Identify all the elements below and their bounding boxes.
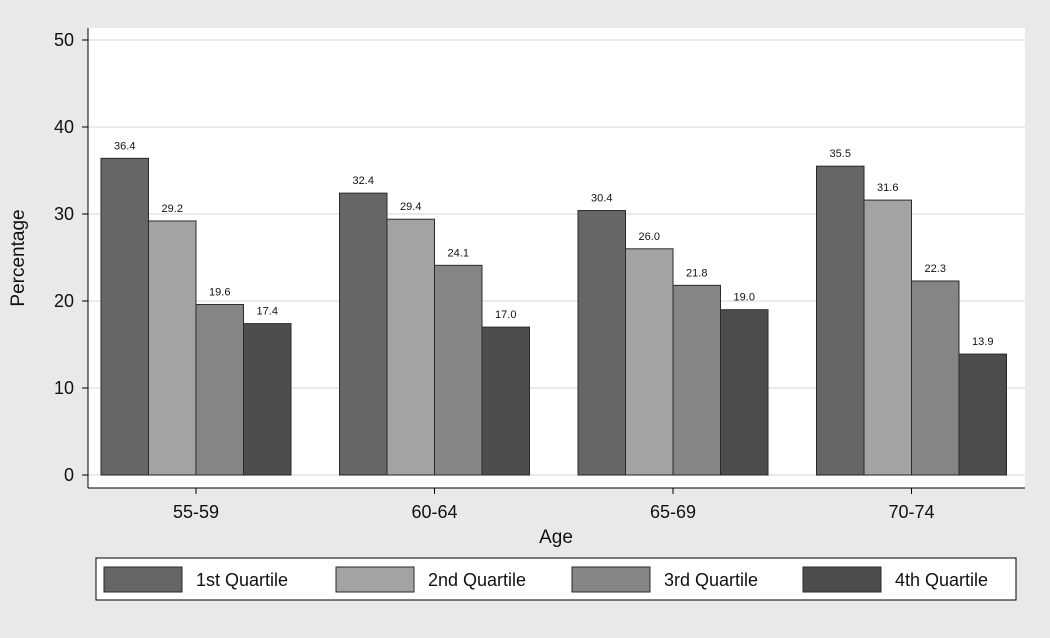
x-category-label: 70-74	[888, 502, 934, 522]
bar	[386, 218, 435, 476]
y-tick-label: 30	[54, 204, 74, 224]
legend-label: 4th Quartile	[895, 570, 988, 590]
bar	[243, 323, 292, 476]
data-label: 19.6	[209, 286, 230, 298]
data-label: 21.8	[686, 267, 707, 279]
bar	[816, 165, 865, 476]
legend-swatch	[802, 566, 882, 593]
data-label: 36.4	[114, 140, 135, 152]
bar	[434, 264, 483, 476]
data-label: 13.9	[972, 336, 993, 348]
bar	[863, 199, 912, 476]
y-tick-label: 50	[54, 30, 74, 50]
bar	[672, 284, 721, 476]
data-label: 24.1	[448, 247, 469, 259]
legend-label: 1st Quartile	[196, 570, 288, 590]
bars	[100, 157, 1007, 476]
x-category-label: 65-69	[650, 502, 696, 522]
bar	[100, 157, 149, 476]
data-label: 29.2	[162, 203, 183, 215]
bar	[625, 248, 674, 476]
y-axis-title: Percentage	[8, 209, 29, 306]
x-axis-title: Age	[539, 527, 573, 548]
data-label: 29.4	[400, 201, 421, 213]
x-category-label: 55-59	[173, 502, 219, 522]
bar	[481, 326, 530, 476]
data-label: 35.5	[830, 148, 851, 160]
legend-label: 3rd Quartile	[664, 570, 758, 590]
bar	[339, 192, 388, 476]
data-label: 17.0	[495, 309, 516, 321]
data-label: 32.4	[353, 175, 374, 187]
x-axis-categories: 55-59 60-64 65-69 70-74	[173, 488, 935, 522]
bar	[148, 220, 197, 476]
y-tick-label: 20	[54, 291, 74, 311]
data-label: 19.0	[734, 292, 755, 304]
legend-label: 2nd Quartile	[428, 570, 526, 590]
x-category-label: 60-64	[411, 502, 457, 522]
data-label: 31.6	[877, 182, 898, 194]
data-label: 17.4	[257, 306, 278, 318]
legend-swatch	[571, 566, 651, 593]
legend: 1st Quartile 2nd Quartile 3rd Quartile 4th …	[95, 557, 1017, 601]
data-label: 26.0	[639, 231, 660, 243]
y-tick-label: 10	[54, 378, 74, 398]
data-label: 22.3	[925, 263, 946, 275]
bar	[577, 210, 626, 476]
data-label: 30.4	[591, 193, 612, 205]
y-axis-ticks: 0 10 20 30 40 50	[54, 30, 88, 485]
data-labels: 36.4 29.2 19.6 17.4 32.4 29.4 24.1 17.0 30.4 26.0…	[114, 140, 993, 348]
legend-swatch	[103, 566, 183, 593]
legend-swatch	[335, 566, 415, 593]
legend-items: 1st Quartile 2nd Quartile 3rd Quartile 4th …	[103, 566, 988, 593]
bar	[958, 353, 1007, 476]
y-tick-label: 0	[64, 465, 74, 485]
bar	[911, 280, 960, 476]
y-tick-label: 40	[54, 117, 74, 137]
bar	[720, 309, 769, 476]
bar	[195, 303, 244, 476]
